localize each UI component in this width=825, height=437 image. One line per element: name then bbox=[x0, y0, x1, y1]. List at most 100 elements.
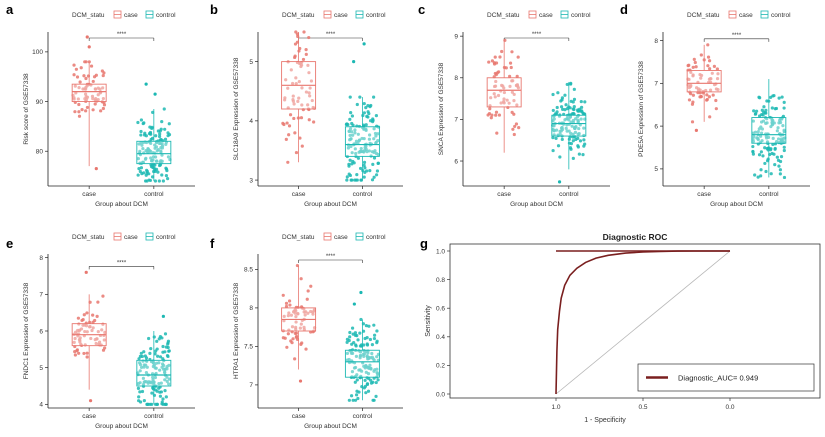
data-point bbox=[87, 325, 92, 329]
data-point bbox=[502, 101, 506, 105]
x-tick-label: control bbox=[759, 191, 779, 198]
box-control bbox=[136, 314, 172, 406]
data-point bbox=[294, 325, 298, 329]
data-point bbox=[758, 96, 762, 100]
data-point bbox=[301, 57, 306, 62]
data-point bbox=[96, 93, 100, 97]
data-point bbox=[140, 354, 144, 359]
data-point bbox=[569, 142, 573, 146]
data-point bbox=[349, 351, 354, 355]
box-iqr bbox=[344, 126, 380, 157]
data-point bbox=[769, 172, 773, 176]
data-point bbox=[158, 394, 163, 398]
data-point bbox=[150, 136, 155, 140]
data-point bbox=[515, 74, 519, 78]
data-point bbox=[559, 99, 563, 103]
data-point bbox=[144, 371, 149, 375]
x-tick-label: control bbox=[559, 191, 579, 198]
data-point bbox=[167, 349, 171, 353]
data-point bbox=[372, 358, 376, 362]
data-point bbox=[708, 67, 712, 71]
data-point bbox=[152, 382, 156, 386]
data-point bbox=[145, 179, 149, 183]
data-point bbox=[158, 134, 162, 139]
data-point bbox=[372, 127, 376, 131]
data-point bbox=[351, 123, 355, 127]
data-point bbox=[145, 169, 149, 174]
data-point bbox=[560, 127, 565, 132]
data-point bbox=[80, 108, 84, 112]
data-point bbox=[89, 64, 94, 68]
data-point bbox=[100, 328, 104, 332]
outlier-point bbox=[144, 82, 148, 86]
box-iqr bbox=[551, 114, 587, 137]
data-point bbox=[286, 86, 290, 90]
y-tick-label: 5 bbox=[654, 166, 658, 173]
data-point bbox=[160, 402, 164, 406]
data-point bbox=[348, 127, 353, 131]
data-point bbox=[572, 104, 576, 109]
x-axis-label: Group about DCM bbox=[304, 423, 357, 430]
data-point bbox=[139, 166, 144, 170]
data-point bbox=[294, 150, 299, 155]
data-point bbox=[141, 376, 145, 380]
x-tick-label: case bbox=[497, 191, 511, 198]
x-tick-label: 0.0 bbox=[725, 404, 734, 411]
y-tick-label: 0.0 bbox=[436, 391, 445, 398]
data-point bbox=[90, 328, 94, 333]
data-point bbox=[306, 289, 310, 293]
data-point bbox=[163, 389, 167, 393]
data-point bbox=[101, 86, 105, 90]
data-point bbox=[291, 94, 295, 98]
data-point bbox=[166, 155, 171, 159]
data-point bbox=[712, 64, 717, 68]
data-point bbox=[160, 173, 164, 177]
data-point bbox=[284, 78, 288, 82]
data-point bbox=[153, 375, 158, 380]
x-tick-label: 0.5 bbox=[638, 404, 647, 411]
y-tick-label: 80 bbox=[36, 149, 44, 156]
data-point bbox=[757, 153, 762, 157]
data-point bbox=[79, 66, 83, 70]
data-point bbox=[284, 301, 289, 305]
y-tick-label: 90 bbox=[36, 99, 44, 106]
data-point bbox=[572, 87, 576, 91]
data-point bbox=[571, 111, 576, 116]
data-point bbox=[355, 389, 359, 393]
data-point bbox=[136, 173, 140, 177]
y-tick-label: 0.8 bbox=[436, 277, 445, 284]
data-point bbox=[693, 60, 697, 65]
significance-stars: **** bbox=[117, 32, 127, 38]
data-point bbox=[139, 129, 143, 134]
data-point bbox=[775, 155, 779, 159]
data-point bbox=[350, 369, 355, 374]
data-point bbox=[310, 98, 314, 103]
x-axis-label: Group about DCM bbox=[510, 201, 563, 208]
data-point bbox=[365, 342, 369, 346]
outlier-point bbox=[88, 399, 93, 403]
data-point bbox=[348, 335, 352, 339]
outlier-point bbox=[362, 42, 366, 46]
data-point bbox=[376, 132, 380, 136]
data-point bbox=[761, 154, 765, 158]
outlier-point bbox=[153, 92, 157, 96]
data-point bbox=[294, 315, 298, 319]
data-point bbox=[345, 358, 350, 362]
x-tick-label: case bbox=[292, 191, 306, 198]
data-point bbox=[569, 147, 573, 151]
data-point bbox=[353, 380, 357, 384]
data-point bbox=[493, 95, 497, 99]
data-point bbox=[508, 74, 512, 78]
data-point bbox=[692, 57, 696, 62]
data-point bbox=[690, 120, 695, 124]
data-point bbox=[777, 96, 781, 100]
data-point bbox=[160, 120, 164, 124]
data-point bbox=[161, 179, 165, 183]
x-axis-label: 1 - Specificity bbox=[584, 417, 626, 424]
data-point bbox=[486, 113, 490, 117]
data-point bbox=[369, 381, 374, 385]
data-point bbox=[363, 384, 368, 388]
data-point bbox=[775, 129, 779, 133]
data-point bbox=[560, 96, 565, 100]
